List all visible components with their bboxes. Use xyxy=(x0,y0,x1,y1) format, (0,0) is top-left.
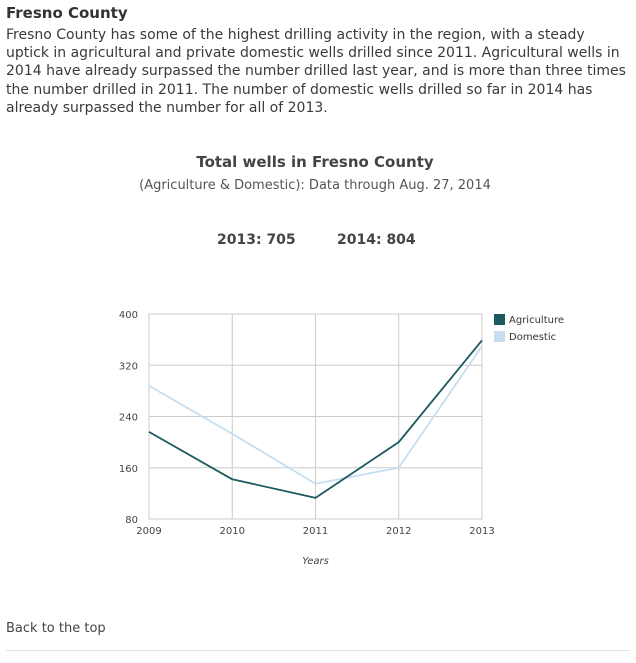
intro-paragraph: Fresno County has some of the highest dr… xyxy=(6,27,626,116)
series-line-agriculture xyxy=(148,339,483,499)
chart-title: Total wells in Fresno County xyxy=(196,153,434,171)
bottom-divider xyxy=(6,650,630,651)
y-tick-label: 320 xyxy=(119,361,138,372)
x-tick-label: 2010 xyxy=(220,526,245,537)
legend-swatch-domestic xyxy=(494,331,505,342)
y-tick-label: 80 xyxy=(125,515,138,526)
back-to-top-link[interactable]: Back to the top xyxy=(6,621,106,636)
x-tick-label: 2011 xyxy=(303,526,328,537)
legend-label-domestic: Domestic xyxy=(509,332,556,343)
x-tick-label: 2012 xyxy=(386,526,411,537)
y-tick-label: 240 xyxy=(119,413,138,424)
total-2014-stat: 2014: 804 xyxy=(337,232,416,248)
legend-label-agriculture: Agriculture xyxy=(509,315,564,326)
x-tick-label: 2009 xyxy=(136,526,161,537)
section-heading: Fresno County xyxy=(6,4,128,22)
y-tick-label: 160 xyxy=(119,464,138,475)
line-chart: 80 160 240 320 400 2009 2010 2011 2012 2013 Years A… xyxy=(119,310,564,567)
series-line-domestic xyxy=(148,345,483,485)
chart-subtitle: (Agriculture & Domestic): Data through A… xyxy=(139,178,491,193)
x-axis-title: Years xyxy=(302,556,329,567)
y-tick-label: 400 xyxy=(119,310,138,321)
legend-swatch-agriculture xyxy=(494,314,505,325)
x-tick-label: 2013 xyxy=(469,526,494,537)
total-2013-stat: 2013: 705 xyxy=(217,232,296,248)
